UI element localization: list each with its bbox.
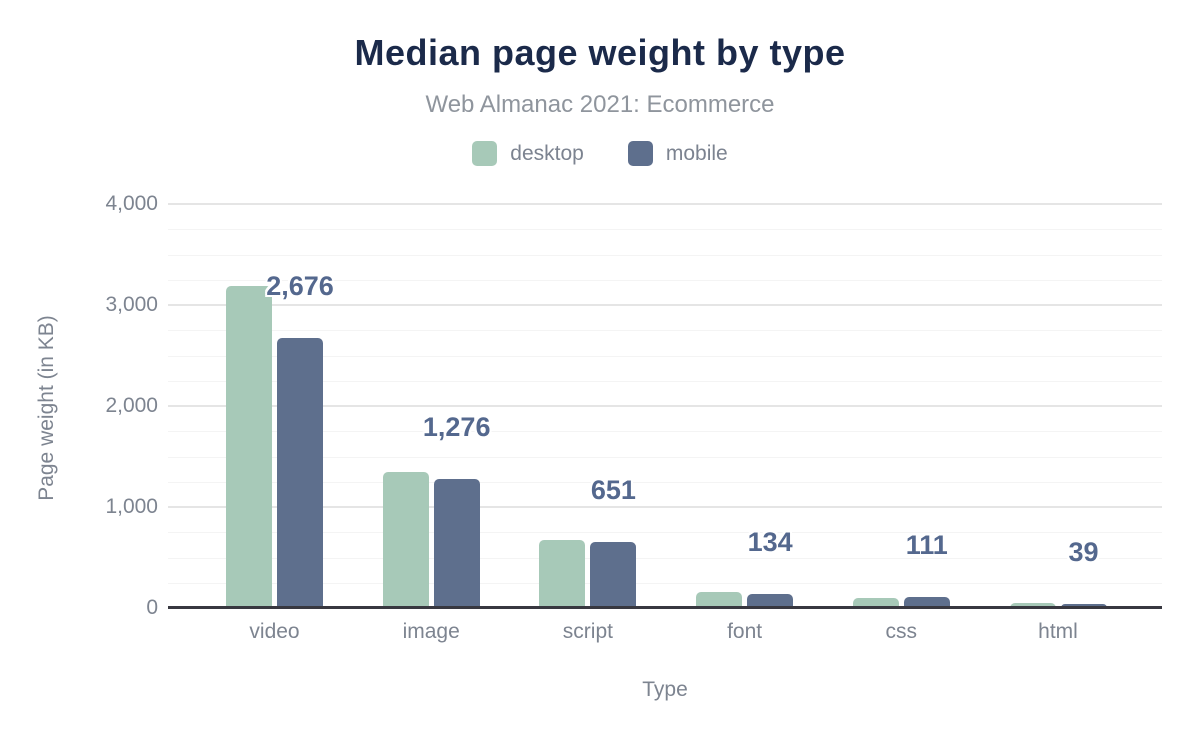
gridline-minor bbox=[168, 254, 1162, 256]
gridline-major bbox=[168, 506, 1162, 508]
value-label-image: 1,276 bbox=[422, 412, 491, 443]
bar-mobile-script bbox=[590, 542, 637, 608]
gridline-minor bbox=[168, 557, 1162, 559]
x-category-label-image: image bbox=[402, 620, 460, 643]
legend-item-mobile: mobile bbox=[627, 141, 728, 166]
x-axis-line bbox=[168, 606, 1162, 609]
chart-title: Median page weight by type bbox=[354, 32, 846, 73]
gridline-minor bbox=[168, 229, 1162, 231]
bar-mobile-font bbox=[747, 594, 794, 608]
bar-desktop-script bbox=[539, 539, 586, 608]
bar-mobile-css bbox=[903, 596, 950, 608]
chart-subtitle: Web Almanac 2021: Ecommerce bbox=[425, 91, 775, 118]
y-axis-title: Page weight (in KB) bbox=[35, 315, 58, 501]
gridline-minor bbox=[168, 456, 1162, 458]
x-category-label-html: html bbox=[1038, 620, 1078, 643]
x-category-label-video: video bbox=[249, 620, 300, 643]
x-category-label-font: font bbox=[727, 620, 763, 643]
legend: desktop mobile bbox=[0, 141, 1200, 166]
gridline-minor bbox=[168, 279, 1162, 281]
bar-mobile-image bbox=[433, 479, 480, 608]
legend-label: mobile bbox=[665, 141, 728, 165]
legend-swatch-mobile bbox=[627, 141, 653, 166]
legend-item-desktop: desktop bbox=[472, 141, 584, 166]
y-tick-label: 2,000 bbox=[105, 394, 158, 417]
value-label-css: 111 bbox=[905, 529, 948, 560]
bar-desktop-font bbox=[696, 592, 743, 608]
x-category-label-script: script bbox=[562, 620, 613, 643]
bar-desktop-video bbox=[226, 285, 272, 608]
value-label-video: 2,676 bbox=[266, 270, 334, 301]
gridline-major bbox=[168, 405, 1162, 407]
value-label-script: 651 bbox=[590, 475, 636, 506]
gridline-minor bbox=[168, 532, 1162, 534]
gridline-major bbox=[168, 203, 1162, 205]
x-axis-title: Type bbox=[642, 678, 688, 701]
value-label-html: 39 bbox=[1068, 537, 1099, 568]
gridline-minor bbox=[168, 380, 1162, 382]
bar-desktop-css bbox=[852, 597, 899, 608]
bar-desktop-html bbox=[1009, 603, 1056, 608]
y-tick-label: 1,000 bbox=[105, 495, 158, 518]
gridline-minor bbox=[168, 582, 1162, 584]
gridline-major bbox=[168, 304, 1162, 306]
bar-desktop-image bbox=[382, 471, 429, 608]
gridline-minor bbox=[168, 355, 1162, 357]
y-tick-label: 3,000 bbox=[105, 293, 158, 316]
gridline-minor bbox=[168, 431, 1162, 433]
bar-mobile-video bbox=[277, 337, 323, 608]
gridline-minor bbox=[168, 330, 1162, 332]
y-tick-label: 4,000 bbox=[105, 192, 158, 215]
value-label-font: 134 bbox=[747, 527, 793, 558]
x-category-label-css: css bbox=[885, 620, 918, 643]
gridline-minor bbox=[168, 481, 1162, 483]
y-tick-label: 0 bbox=[146, 596, 158, 619]
legend-swatch-desktop bbox=[472, 141, 498, 166]
legend-label: desktop bbox=[510, 141, 584, 165]
